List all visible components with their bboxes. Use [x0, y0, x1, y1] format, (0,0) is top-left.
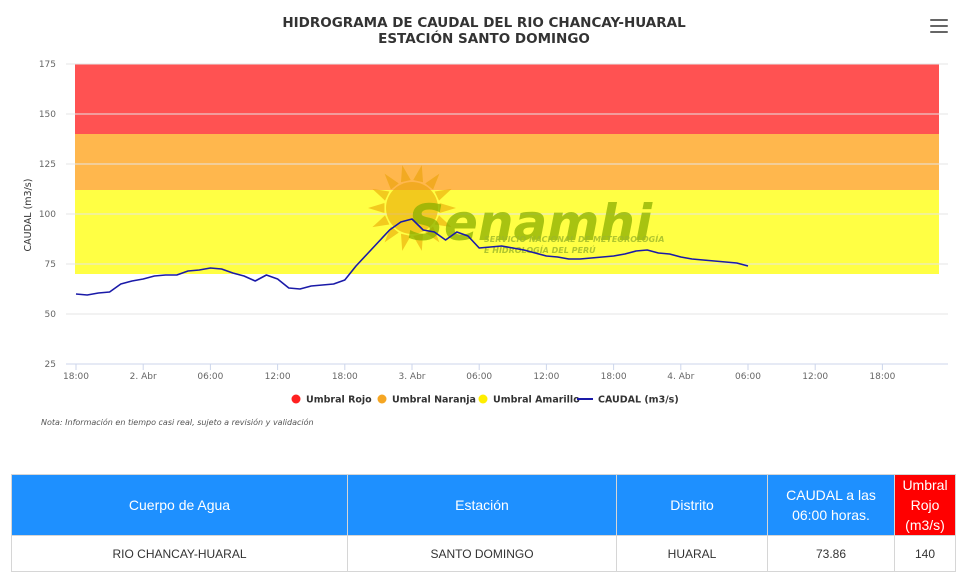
menu-bar — [930, 19, 948, 22]
x-tick-label: 12:00 — [802, 372, 828, 382]
x-tick-label: 4. Abr — [667, 372, 694, 382]
sun-ray — [368, 202, 385, 214]
chart-legend[interactable]: Umbral Rojo Umbral Naranja Umbral Amarillo… — [291, 394, 679, 406]
legend-item-2[interactable]: Umbral Amarillo — [478, 394, 581, 406]
threshold-band-0 — [75, 64, 939, 134]
menu-bar — [930, 24, 948, 28]
header-caudal: CAUDAL a las 06:00 horas. — [767, 474, 895, 536]
cell-estacion: SANTO DOMINGO — [347, 535, 617, 572]
cell-caudal: 73.86 — [767, 535, 895, 572]
grid-lines — [66, 63, 948, 365]
sun-ray — [413, 233, 424, 251]
threshold-bands — [75, 64, 939, 274]
y-tick-label: 25 — [45, 360, 56, 370]
y-tick-label: 50 — [45, 310, 57, 320]
watermark-line2: E HIDROLOGÍA DEL PERÚ — [484, 244, 596, 255]
watermark-line1: SERVICIO NACIONAL DE METEOROLOGÍA — [484, 233, 664, 244]
sun-ray — [434, 188, 452, 201]
sun-ray — [384, 173, 399, 190]
x-tick-label: 18:00 — [601, 372, 627, 382]
y-axis-title: CAUDAL (m3/s) — [23, 179, 34, 252]
y-tick-label: 150 — [39, 110, 56, 120]
x-tick-label: 18:00 — [332, 372, 358, 382]
legend-item-3[interactable]: CAUDAL (m3/s) — [577, 395, 679, 406]
sun-ray — [425, 173, 440, 190]
sun-core — [386, 182, 438, 234]
series-line-caudal[interactable] — [75, 218, 749, 296]
y-axis-ticks: 25 50 75 100 125 150 175 — [39, 60, 56, 370]
cell-distrito: HUARAL — [616, 535, 768, 572]
header-umbral-rojo: Umbral Rojo (m3/s) — [894, 474, 956, 536]
table-row: RIO CHANCAY-HUARAL SANTO DOMINGO HUARAL … — [11, 535, 956, 572]
x-tick-label: 2. Abr — [130, 372, 157, 382]
sun-ray — [400, 165, 411, 183]
threshold-band-2 — [75, 190, 939, 274]
chart-title: HIDROGRAMA DE CAUDAL DEL RIO CHANCAY-HUA… — [282, 15, 686, 31]
legend-dot-icon — [377, 394, 387, 404]
legend-label: CAUDAL (m3/s) — [598, 395, 679, 406]
watermark-brand: Senamhi — [408, 194, 653, 252]
sun-ray — [372, 215, 390, 228]
chart-subtitle: ESTACIÓN SANTO DOMINGO — [378, 29, 590, 47]
cell-cuerpo-de-agua: RIO CHANCAY-HUARAL — [11, 535, 348, 572]
hamburger-menu-icon[interactable] — [930, 18, 948, 34]
table-header-row: Cuerpo de Agua Estación Distrito CAUDAL … — [11, 474, 956, 536]
x-tick-label: 12:00 — [533, 372, 559, 382]
sun-ray — [372, 188, 390, 201]
sun-ray — [434, 215, 452, 228]
x-tick-label: 18:00 — [63, 372, 89, 382]
station-summary-table: Cuerpo de Agua Estación Distrito CAUDAL … — [11, 474, 956, 572]
x-tick-label: 18:00 — [869, 372, 895, 382]
sun-ray — [400, 233, 411, 251]
y-tick-label: 100 — [39, 210, 56, 220]
y-tick-label: 125 — [39, 160, 56, 170]
x-tick-label: 06:00 — [735, 372, 761, 382]
header-distrito: Distrito — [616, 474, 768, 536]
legend-item-1[interactable]: Umbral Naranja — [377, 394, 476, 406]
series-layer — [75, 218, 749, 296]
legend-label: Umbral Rojo — [306, 395, 372, 406]
chart-note: Nota: Información en tiempo casi real, s… — [41, 417, 314, 427]
sun-ray — [413, 165, 424, 183]
cell-umbral-rojo: 140 — [894, 535, 956, 572]
sun-ray — [384, 226, 399, 243]
header-estacion: Estación — [347, 474, 617, 536]
y-tick-label: 75 — [45, 260, 56, 270]
hydrograph-chart: HIDROGRAMA DE CAUDAL DEL RIO CHANCAY-HUA… — [23, 15, 948, 427]
legend-item-0[interactable]: Umbral Rojo — [291, 394, 373, 406]
threshold-band-1 — [75, 134, 939, 190]
x-tick-label: 3. Abr — [398, 372, 425, 382]
legend-dot-icon — [478, 394, 488, 404]
x-axis-ticks: 18:00 2. Abr 06:00 12:00 18:00 3. Abr 06:00 12:… — [63, 364, 896, 382]
menu-bar — [930, 30, 948, 33]
y-tick-label: 175 — [39, 60, 56, 70]
legend-label: Umbral Amarillo — [493, 395, 580, 406]
x-tick-label: 06:00 — [466, 372, 492, 382]
chart-svg: HIDROGRAMA DE CAUDAL DEL RIO CHANCAY-HUA… — [23, 15, 948, 427]
legend-label: Umbral Naranja — [392, 395, 476, 406]
x-tick-label: 12:00 — [265, 372, 291, 382]
legend-dot-icon — [291, 394, 301, 404]
sun-ray — [439, 202, 456, 214]
sun-icon — [368, 165, 456, 251]
x-tick-label: 06:00 — [197, 372, 223, 382]
senamhi-watermark-logo: Senamhi SERVICIO NACIONAL DE METEOROLOGÍ… — [368, 165, 664, 255]
header-cuerpo-de-agua: Cuerpo de Agua — [11, 474, 348, 536]
